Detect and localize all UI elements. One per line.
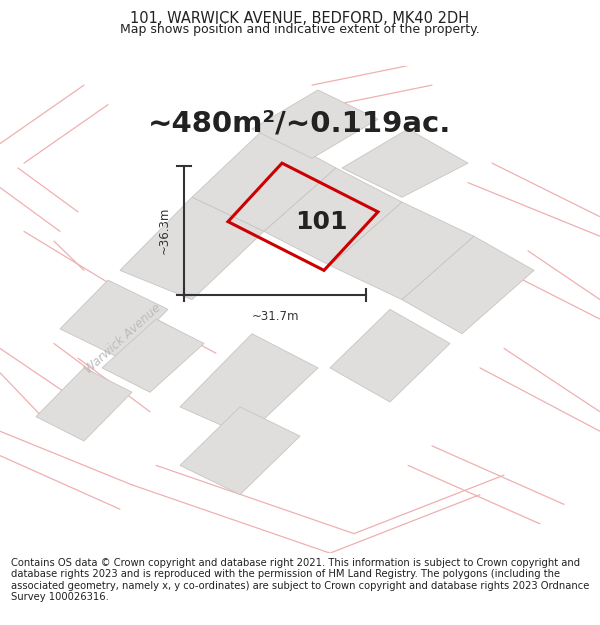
Polygon shape [180, 334, 318, 436]
Text: ~36.3m: ~36.3m [158, 206, 171, 254]
Polygon shape [192, 129, 336, 231]
Polygon shape [342, 129, 468, 198]
Polygon shape [252, 90, 378, 158]
Polygon shape [60, 280, 168, 358]
Polygon shape [402, 236, 534, 334]
Polygon shape [180, 407, 300, 494]
Text: Warwick Avenue: Warwick Avenue [82, 301, 164, 376]
Text: Contains OS data © Crown copyright and database right 2021. This information is : Contains OS data © Crown copyright and d… [11, 558, 589, 602]
Text: ~31.7m: ~31.7m [251, 311, 299, 323]
Text: 101: 101 [295, 209, 347, 234]
Polygon shape [120, 198, 264, 299]
Polygon shape [330, 309, 450, 402]
Text: ~480m²/~0.119ac.: ~480m²/~0.119ac. [148, 109, 452, 138]
Polygon shape [36, 368, 132, 441]
Text: Map shows position and indicative extent of the property.: Map shows position and indicative extent… [120, 23, 480, 36]
Polygon shape [330, 202, 474, 299]
Text: 101, WARWICK AVENUE, BEDFORD, MK40 2DH: 101, WARWICK AVENUE, BEDFORD, MK40 2DH [130, 11, 470, 26]
Polygon shape [264, 168, 402, 266]
Polygon shape [102, 319, 204, 392]
